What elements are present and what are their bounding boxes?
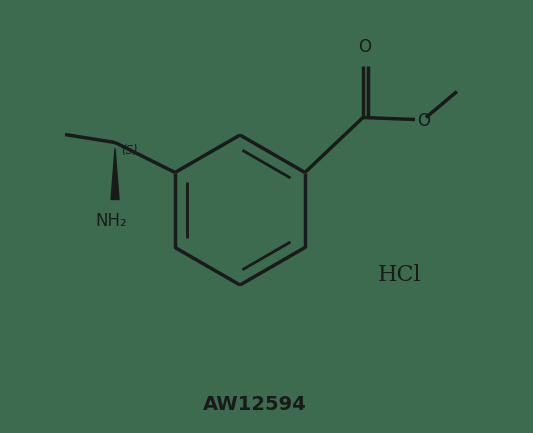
Text: O: O [358,38,371,55]
Text: NH₂: NH₂ [95,213,127,230]
Text: O: O [417,112,430,129]
Text: (S): (S) [120,144,138,157]
Text: AW12594: AW12594 [203,395,307,414]
Polygon shape [111,149,119,200]
Text: HCl: HCl [378,264,422,286]
